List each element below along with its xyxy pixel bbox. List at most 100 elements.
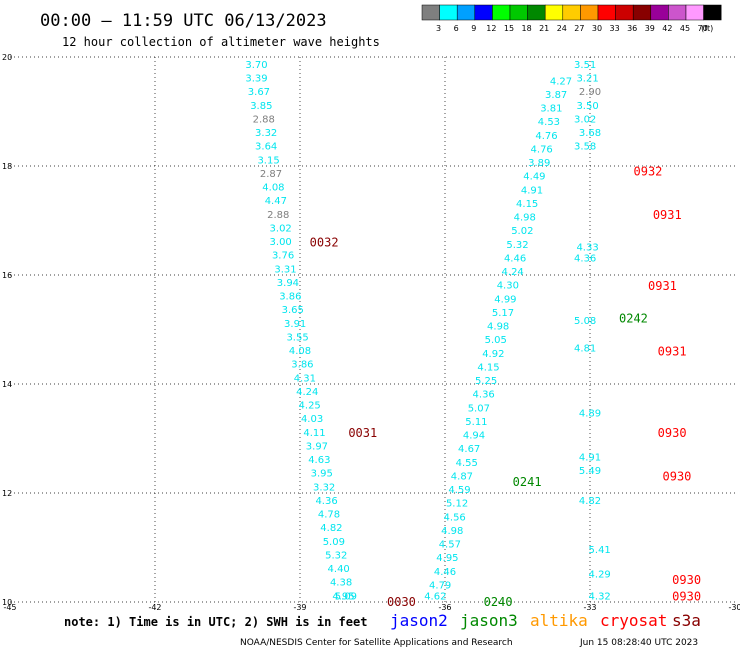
wave-height-point: 3.02 [270, 223, 292, 234]
wave-height-point: 4.82 [579, 496, 601, 507]
color-bin-label: 12 [486, 24, 496, 33]
color-bin [421, 4, 440, 21]
color-bin [474, 4, 493, 21]
satellite-legend: jason2 jason3 altika cryosat s3a [390, 611, 701, 630]
color-bin-label: 42 [662, 24, 672, 33]
wave-height-point: 3.94 [277, 278, 299, 289]
wave-height-point: 3.68 [579, 128, 601, 139]
track-time-label: 0930 [672, 590, 701, 604]
track-time-label: 0241 [513, 475, 542, 489]
wave-height-point: 4.47 [265, 196, 287, 207]
wave-height-point: 4.53 [538, 117, 560, 128]
wave-height-point: 3.32 [255, 128, 277, 139]
wave-height-point: 4.76 [535, 131, 557, 142]
wave-height-point: 4.24 [502, 267, 524, 278]
wave-height-point: 4.91 [579, 452, 601, 463]
x-tick-label: -33 [583, 603, 596, 612]
wave-height-point: 4.81 [574, 343, 596, 354]
color-bin-label: 27 [574, 24, 584, 33]
color-bin [580, 4, 599, 21]
chart-subtitle: 12 hour collection of altimeter wave hei… [62, 35, 380, 49]
wave-height-point: 3.76 [272, 251, 294, 262]
wave-height-point: 3.51 [574, 60, 596, 71]
wave-height-point: 4.57 [439, 540, 461, 551]
color-bin [562, 4, 581, 21]
wave-height-point: 5.09 [323, 537, 345, 548]
wave-height-point: 3.65 [282, 305, 304, 316]
y-tick-label: 14 [2, 380, 12, 389]
wave-height-point: 4.56 [444, 512, 466, 523]
chart-title: 00:00 – 11:59 UTC 06/13/2023 [40, 11, 327, 31]
color-bin [544, 4, 564, 21]
wave-height-point: 4.15 [477, 362, 499, 373]
plot-grid [10, 56, 735, 603]
wave-height-point: 4.95 [332, 591, 354, 602]
wave-height-point: 4.25 [299, 401, 321, 412]
wave-height-point: 5.07 [468, 403, 490, 414]
wave-height-point: 4.31 [294, 373, 316, 384]
wave-height-point: 4.03 [301, 414, 323, 425]
wave-height-point: 4.08 [262, 183, 284, 194]
wave-height-point: 4.78 [318, 510, 340, 521]
wave-height-point: 2.88 [253, 114, 275, 125]
wave-height-point: 5.17 [492, 308, 514, 319]
track-time-label: 0931 [653, 208, 682, 222]
wave-height-point: 4.92 [482, 349, 504, 360]
satellite-legend-s3a: s3a [672, 611, 701, 630]
wave-height-point: 3.81 [540, 104, 562, 115]
wave-height-point: 3.97 [306, 441, 328, 452]
wave-height-point: 5.32 [506, 240, 528, 251]
wave-height-point: 4.29 [589, 569, 611, 580]
wave-height-point: 3.95 [311, 469, 333, 480]
color-bin-label: 70 [698, 24, 708, 33]
wave-height-point: 4.67 [458, 444, 480, 455]
color-bin-label: 33 [610, 24, 620, 33]
track-time-label: 0240 [484, 595, 513, 609]
color-bin-label: 18 [522, 24, 532, 33]
wave-height-point: 3.58 [574, 142, 596, 153]
color-bin-label: 9 [471, 24, 476, 33]
satellite-legend-cryosat: cryosat [600, 611, 667, 630]
wave-height-point: 2.90 [579, 87, 601, 98]
x-tick-label: -42 [148, 603, 161, 612]
data-points: 3.70 3.39 3.67 3.85 2.88 3.32 3.64 3.15 2.87 4.08… [245, 60, 610, 602]
wave-height-point: 4.15 [516, 199, 538, 210]
color-bin [509, 4, 528, 21]
wave-height-point: 4.98 [487, 322, 509, 333]
wave-height-point: 3.32 [313, 482, 335, 493]
footer-credit: NOAA/NESDIS Center for Satellite Applica… [240, 638, 513, 648]
track-time-label: 0930 [672, 573, 701, 587]
color-unit-label: (ft) [701, 24, 713, 33]
wave-height-point: 4.11 [303, 428, 325, 439]
wave-height-point: 4.40 [328, 564, 350, 575]
wave-height-point: 4.91 [521, 185, 543, 196]
color-bin [597, 4, 616, 21]
satellite-legend-jason2: jason2 [390, 611, 448, 630]
color-bin-label: 36 [627, 24, 637, 33]
track-time-label: 0930 [658, 426, 687, 440]
wave-height-point: 4.36 [473, 390, 495, 401]
wave-height-point: 5.12 [446, 499, 468, 510]
track-time-label: 0931 [648, 279, 677, 293]
wave-height-point: 4.24 [296, 387, 318, 398]
color-bin-label: 45 [680, 24, 690, 33]
axis-ticks: -45 -42 -39 -36 -33 -30 10 12 14 16 18 20 [2, 53, 740, 612]
color-bin [527, 4, 546, 21]
wave-height-point: 4.49 [523, 172, 545, 183]
y-tick-label: 18 [2, 162, 12, 171]
wave-height-point: 4.59 [448, 485, 470, 496]
track-time-label: 0030 [387, 595, 416, 609]
wave-height-point: 4.36 [574, 253, 596, 264]
wave-height-point: 3.87 [545, 90, 567, 101]
color-bin [456, 4, 476, 21]
wave-height-point: 5.49 [579, 466, 601, 477]
color-bin [703, 4, 722, 21]
track-time-label: 0932 [634, 164, 663, 178]
color-bin [615, 4, 634, 21]
wave-height-point: 3.15 [257, 155, 279, 166]
color-bin [439, 4, 458, 21]
wave-height-point: 4.99 [494, 294, 516, 305]
wave-height-point: 4.98 [441, 526, 463, 537]
wave-height-point: 5.32 [325, 550, 347, 561]
wave-height-point: 4.94 [463, 431, 485, 442]
